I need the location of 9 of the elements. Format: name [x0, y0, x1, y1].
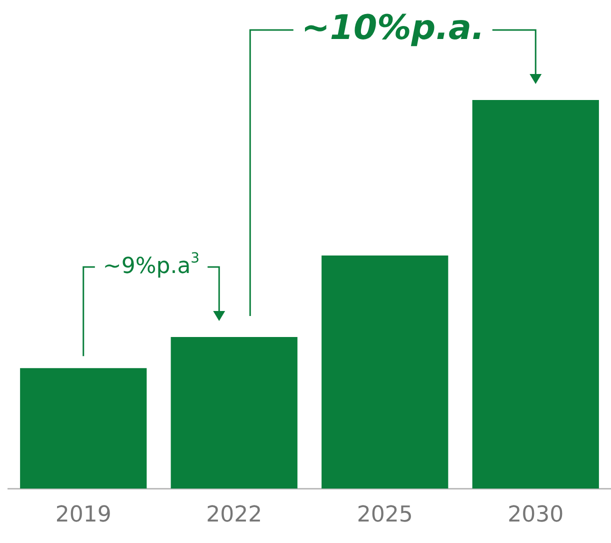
x-tick-label: 2025 [356, 502, 413, 528]
text: ~10%p.a. [301, 8, 484, 48]
bar [322, 255, 448, 489]
bar [20, 368, 147, 489]
bar [170, 337, 298, 489]
x-tick-label: 2019 [55, 502, 112, 528]
x-tick-label: 2022 [206, 502, 262, 528]
bar [472, 100, 599, 489]
x-tick-label: 2030 [508, 502, 564, 528]
